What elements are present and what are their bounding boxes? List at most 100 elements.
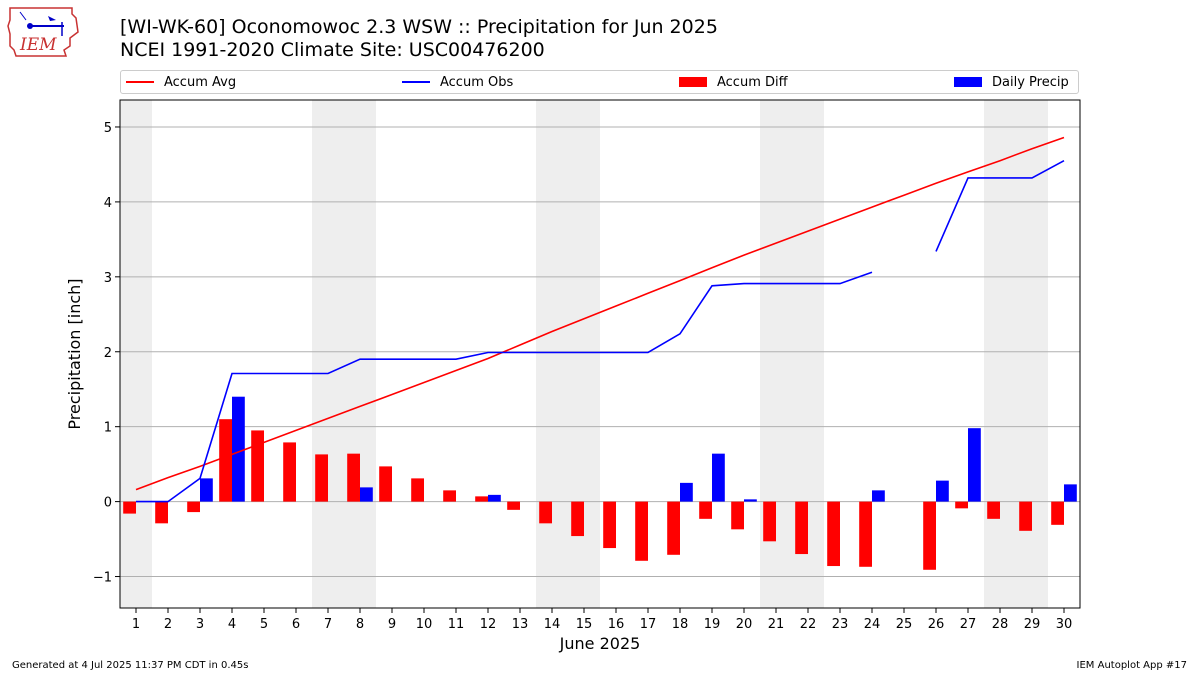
x-tick-label: 25 (896, 617, 913, 632)
weekend-shade (312, 100, 376, 608)
accum-diff-bar (571, 501, 584, 537)
iem-logo: IEM (6, 4, 80, 62)
daily-precip-bar (936, 480, 949, 502)
daily-precip-bar (360, 487, 373, 502)
x-tick-label: 18 (672, 617, 689, 632)
accum-diff-bar (603, 501, 616, 549)
legend-swatch-daily-precip (954, 77, 982, 87)
weekend-shade (984, 100, 1048, 608)
accum-diff-bar (411, 478, 424, 502)
x-tick-label: 23 (832, 617, 849, 632)
x-tick-label: 22 (800, 617, 817, 632)
legend-item-accum-obs: Accum Obs (402, 71, 513, 93)
generated-timestamp: Generated at 4 Jul 2025 11:37 PM CDT in … (12, 660, 249, 671)
x-tick-label: 30 (1056, 617, 1073, 632)
accum-diff-bar (859, 501, 872, 567)
plot-frame (119, 99, 1081, 609)
legend-label-accum-obs: Accum Obs (440, 74, 514, 90)
y-tick-label: 1 (104, 421, 112, 436)
y-tick-label: 4 (104, 196, 112, 211)
x-tick-label: 11 (448, 617, 465, 632)
x-tick-label: 17 (640, 617, 657, 632)
x-tick-label: 7 (324, 617, 332, 632)
legend-swatch-accum-obs (402, 81, 430, 83)
accum-diff-bar (1051, 501, 1064, 525)
weekend-shade (120, 100, 152, 608)
x-tick-label: 5 (260, 617, 268, 632)
daily-precip-bar (712, 453, 725, 502)
legend-label-daily-precip: Daily Precip (992, 74, 1069, 90)
x-tick-label: 19 (704, 617, 721, 632)
x-tick-label: 15 (576, 617, 593, 632)
legend-item-accum-diff: Accum Diff (679, 71, 788, 93)
accum-avg-line (135, 136, 1065, 491)
daily-precip-bar (1064, 484, 1077, 502)
y-tick-label: 0 (104, 496, 112, 511)
x-tick-label: 20 (736, 617, 753, 632)
x-axis-label: June 2025 (559, 634, 641, 653)
daily-precip-bar (232, 396, 245, 502)
x-tick-label: 1 (132, 617, 140, 632)
x-tick-label: 27 (960, 617, 977, 632)
app-credit: IEM Autoplot App #17 (1076, 660, 1187, 671)
accum-diff-bar (635, 501, 648, 561)
accum-diff-bar (539, 501, 552, 524)
weekend-shade (536, 100, 600, 608)
accum-diff-bar (155, 501, 168, 524)
logo-text: IEM (19, 35, 57, 55)
legend-label-accum-diff: Accum Diff (717, 74, 788, 90)
y-tick-label: 3 (104, 271, 112, 286)
accum-diff-bar (475, 496, 488, 502)
accum-diff-bar (987, 501, 1000, 519)
x-tick-label: 8 (356, 617, 364, 632)
accum-diff-bar (315, 454, 328, 502)
accum-diff-bar (827, 501, 840, 567)
chart-subtitle: NCEI 1991-2020 Climate Site: USC00476200 (120, 39, 545, 61)
daily-precip-bar (488, 494, 501, 502)
accum-obs-line (935, 159, 1065, 252)
accum-diff-bar (379, 466, 392, 502)
legend-swatch-accum-avg (126, 81, 154, 83)
accum-diff-bar (795, 501, 808, 555)
accum-diff-bar (699, 501, 712, 519)
x-tick-label: 10 (416, 617, 433, 632)
accum-diff-bar (187, 501, 200, 513)
x-tick-label: 16 (608, 617, 625, 632)
accum-diff-bar (283, 442, 296, 502)
x-tick-label: 14 (544, 617, 561, 632)
legend-item-accum-avg: Accum Avg (126, 71, 236, 93)
daily-precip-bar (200, 478, 213, 502)
y-tick-label: 2 (104, 346, 112, 361)
daily-precip-bar (680, 482, 693, 502)
accum-diff-bar (219, 419, 232, 502)
accum-diff-bar (955, 501, 968, 509)
x-tick-label: 4 (228, 617, 236, 632)
x-tick-label: 13 (512, 617, 529, 632)
daily-precip-bar (872, 490, 885, 502)
accum-diff-bar (923, 501, 936, 570)
x-tick-label: 28 (992, 617, 1009, 632)
chart-title: [WI-WK-60] Oconomowoc 2.3 WSW :: Precipi… (120, 16, 718, 38)
x-tick-label: 6 (292, 617, 300, 632)
x-tick-label: 2 (164, 617, 172, 632)
accum-diff-bar (507, 501, 520, 510)
accum-diff-bar (763, 501, 776, 542)
accum-diff-bar (731, 501, 744, 530)
accum-diff-bar (123, 501, 136, 514)
y-axis-label: Precipitation [inch] (65, 278, 84, 429)
legend-swatch-accum-diff (679, 77, 707, 87)
daily-precip-bar (744, 499, 757, 502)
accum-diff-bar (347, 453, 360, 502)
x-tick-label: 24 (864, 617, 881, 632)
accum-diff-bar (667, 501, 680, 555)
y-tick-label: 5 (104, 121, 112, 136)
x-tick-label: 3 (196, 617, 204, 632)
x-tick-label: 26 (928, 617, 945, 632)
y-tick-label: −1 (93, 571, 112, 586)
x-tick-label: 9 (388, 617, 396, 632)
accum-diff-bar (443, 490, 456, 502)
accum-obs-line (136, 271, 873, 503)
accum-diff-bar (1019, 501, 1032, 531)
x-tick-label: 21 (768, 617, 785, 632)
